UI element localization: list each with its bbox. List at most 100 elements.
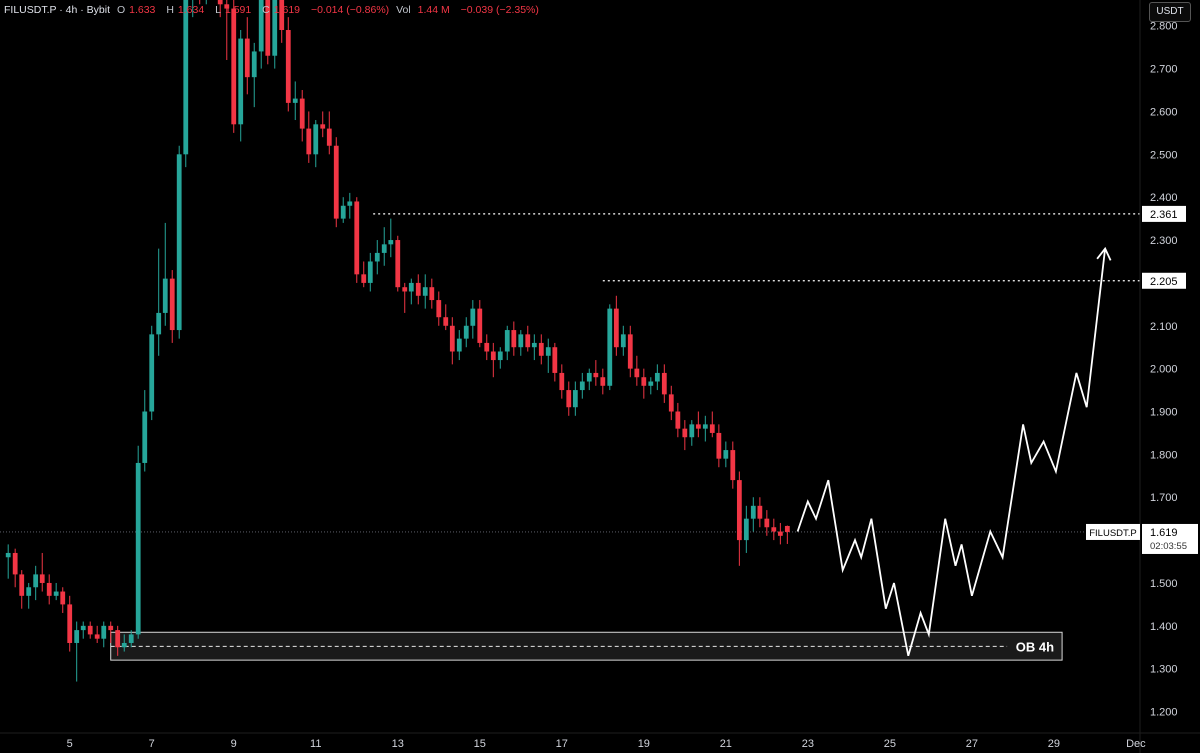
candle <box>5 544 11 579</box>
candle <box>347 192 353 219</box>
projection-path <box>796 246 1112 657</box>
candle <box>593 360 599 386</box>
candle <box>108 621 114 643</box>
candle-body <box>449 325 455 352</box>
candle <box>675 402 681 438</box>
x-tick-label: 9 <box>231 738 237 750</box>
candle <box>367 252 373 292</box>
change-value: −0.014 (−0.86%) <box>310 4 390 16</box>
candle-body <box>169 278 175 331</box>
candle <box>484 334 490 361</box>
candle-body <box>156 312 162 335</box>
candle-body <box>757 505 763 519</box>
candle <box>477 300 483 348</box>
candle-body <box>135 462 141 635</box>
current-price-tag <box>1142 523 1198 554</box>
candle-body <box>552 347 558 373</box>
candle <box>497 347 503 369</box>
close-label: C <box>262 4 270 16</box>
candle-body <box>176 154 182 331</box>
candle <box>415 274 421 305</box>
candle-body <box>402 287 408 292</box>
currency-button[interactable]: USDT <box>1149 2 1191 22</box>
candle <box>272 0 278 69</box>
symbol-name[interactable]: FILUSDT.P · 4h · Bybit <box>4 4 111 16</box>
candle <box>60 587 66 613</box>
candle <box>641 368 647 399</box>
candle-body <box>33 574 39 588</box>
y-tick-label: 2.100 <box>1150 321 1178 333</box>
candle-body <box>115 630 121 648</box>
candle-body <box>559 372 565 391</box>
symbol-tag <box>1086 523 1140 540</box>
candle <box>156 248 162 356</box>
candle-body <box>771 527 777 532</box>
x-tick-label: 5 <box>67 738 73 750</box>
level-2361-text: 2.361 <box>1150 209 1178 221</box>
candle-body <box>87 625 93 635</box>
candle <box>518 330 524 356</box>
candle <box>39 552 45 592</box>
candle-body <box>689 424 695 438</box>
high-value: 1.634 <box>177 4 205 16</box>
candle-body <box>374 252 380 262</box>
candle <box>74 621 80 682</box>
volume-change-value: −0.039 (−2.35%) <box>460 4 539 16</box>
candle-body <box>354 201 360 275</box>
candle <box>429 278 435 309</box>
open-value: 1.633 <box>129 4 156 16</box>
candle <box>689 420 695 446</box>
time-axis[interactable]: 5 7 9 11 13 15 17 19 21 23 25 27 29 Dec <box>0 732 1200 750</box>
candle <box>115 625 121 656</box>
candle <box>572 381 578 416</box>
candle <box>402 282 408 313</box>
candle-body <box>224 4 230 9</box>
level-2205-tag <box>1142 272 1186 289</box>
candle <box>313 120 319 168</box>
candle-body <box>784 525 790 532</box>
candle-body <box>716 432 722 459</box>
candle <box>682 420 688 451</box>
candle <box>94 625 100 643</box>
x-tick-label: Dec <box>1126 738 1146 750</box>
price-labels: 2.361 2.205 FILUSDT.P 1.619 02:03:55 <box>1086 205 1198 554</box>
candle-body <box>422 287 428 296</box>
candle <box>695 411 701 438</box>
symbol-tag-text: FILUSDT.P <box>1089 528 1137 539</box>
candle <box>340 197 346 223</box>
level-2361-tag <box>1142 205 1186 222</box>
candle <box>19 570 25 609</box>
candle <box>224 0 230 61</box>
high-label: H <box>166 4 174 16</box>
candle-body <box>313 124 319 155</box>
candle-body <box>648 381 654 386</box>
candle <box>730 441 736 489</box>
candle <box>80 621 86 639</box>
y-tick-label: 2.300 <box>1150 235 1178 247</box>
candle-body <box>456 338 462 352</box>
order-block: OB 4h <box>110 631 1063 661</box>
candle <box>395 235 401 292</box>
y-tick-label: 1.800 <box>1150 449 1178 461</box>
candle-body <box>723 450 729 459</box>
candle-body <box>306 128 312 155</box>
candle-body <box>504 330 510 352</box>
candle <box>648 377 654 395</box>
candle <box>53 582 59 601</box>
candle-body <box>484 342 490 352</box>
candle <box>723 441 729 468</box>
candle <box>320 111 326 138</box>
x-tick-label: 27 <box>966 738 978 750</box>
x-tick-label: 23 <box>802 738 814 750</box>
y-tick-label: 2.700 <box>1150 64 1178 76</box>
candle-body <box>128 634 134 643</box>
candle-body <box>600 377 606 386</box>
candle <box>231 0 237 133</box>
candle <box>736 471 742 566</box>
candle <box>87 621 93 639</box>
low-label: L <box>215 4 221 16</box>
candle <box>142 390 148 472</box>
candle-body <box>101 625 107 639</box>
candle <box>265 0 271 65</box>
